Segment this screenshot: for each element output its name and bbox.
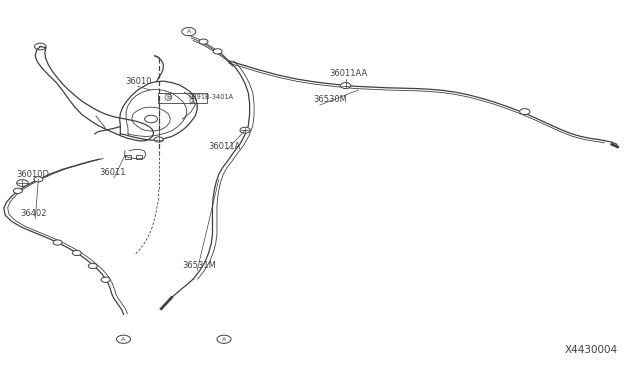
Circle shape — [154, 137, 163, 142]
Text: 36011AA: 36011AA — [330, 69, 368, 78]
Circle shape — [199, 39, 208, 44]
Circle shape — [17, 180, 28, 186]
Text: A: A — [187, 29, 191, 34]
Circle shape — [213, 49, 222, 54]
Circle shape — [72, 250, 81, 256]
Circle shape — [340, 83, 351, 89]
Circle shape — [217, 335, 231, 343]
Text: 36402: 36402 — [20, 209, 47, 218]
Text: 36011: 36011 — [99, 168, 125, 177]
Circle shape — [182, 28, 196, 36]
Text: 36530M: 36530M — [314, 95, 348, 104]
Text: 36011A: 36011A — [208, 142, 240, 151]
Circle shape — [116, 335, 131, 343]
Text: 36010D: 36010D — [16, 170, 49, 179]
Circle shape — [13, 188, 22, 193]
Bar — [125, 155, 131, 159]
Circle shape — [240, 127, 250, 133]
Circle shape — [145, 115, 157, 123]
Circle shape — [34, 177, 43, 182]
Text: B: B — [166, 94, 171, 100]
Text: 36531M: 36531M — [182, 261, 216, 270]
Text: (2): (2) — [189, 98, 198, 105]
Text: A: A — [122, 337, 125, 342]
Circle shape — [53, 240, 62, 245]
Bar — [136, 155, 142, 159]
Text: A: A — [222, 337, 226, 342]
Circle shape — [520, 109, 530, 115]
Circle shape — [101, 277, 110, 282]
Text: 0B91B-3401A: 0B91B-3401A — [189, 94, 234, 100]
Circle shape — [88, 263, 97, 269]
Text: X4430004: X4430004 — [564, 345, 618, 355]
Text: 36010: 36010 — [125, 77, 151, 86]
